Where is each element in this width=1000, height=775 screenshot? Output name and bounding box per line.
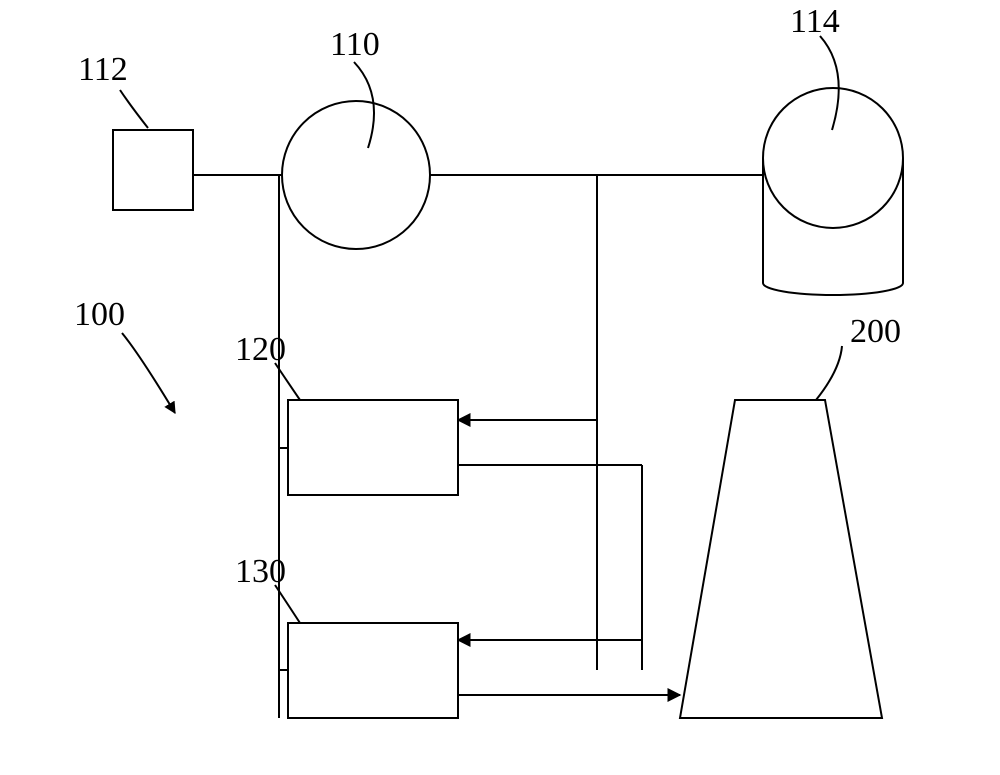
label-112: 112: [78, 51, 128, 88]
label-130: 130: [235, 553, 286, 590]
block-120: [288, 400, 458, 495]
block-112: [113, 130, 193, 210]
label-120: 120: [235, 331, 286, 368]
trapezoid-200: [680, 400, 882, 718]
label-200: 200: [850, 313, 901, 350]
block-130: [288, 623, 458, 718]
connectors: [193, 175, 762, 718]
leader-112: [120, 90, 148, 128]
leader-100: [122, 333, 175, 413]
technical-diagram: 100 112 110 114 120 130 200: [0, 0, 1000, 775]
cylinder-114: [763, 88, 903, 295]
label-100: 100: [74, 296, 125, 333]
label-110: 110: [330, 26, 380, 63]
leader-200: [816, 346, 842, 400]
circle-110: [282, 101, 430, 249]
label-114: 114: [790, 3, 840, 40]
